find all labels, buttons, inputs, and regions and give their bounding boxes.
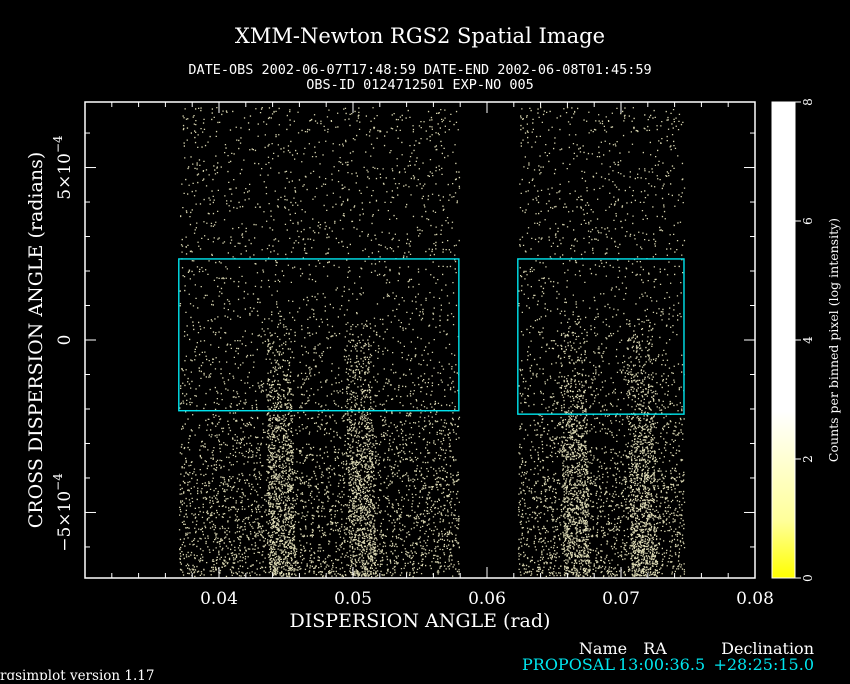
- version-footer: rgsimplot version 1.17: [0, 668, 154, 680]
- x-axis-label: DISPERSION ANGLE (rad): [290, 610, 551, 632]
- event-point-cloud: [178, 107, 686, 578]
- y-axis-ticks: 5×10−4 0 −5×10−4: [51, 132, 755, 552]
- source-header-declination: Declination: [721, 639, 814, 658]
- x-tick-label: 0.08: [736, 589, 774, 609]
- x-tick-label: 0.04: [200, 589, 238, 609]
- selection-region-1: [178, 258, 460, 412]
- colorbar-tick-label: 4: [801, 336, 815, 344]
- plot-area: 0.04 0.05 0.06 0.07 0.08 5×10−4 0 −5×10−4: [51, 101, 774, 609]
- source-ra: 13:00:36.5: [618, 655, 705, 674]
- y-tick-label: 0: [55, 335, 75, 346]
- source-header-name: Name: [579, 639, 627, 658]
- source-name: PROPOSAL: [522, 655, 615, 674]
- colorbar-ticks: 0 2 4 6 8: [795, 98, 815, 582]
- colorbar-tick-label: 0: [801, 574, 815, 582]
- plot-frame: [84, 101, 756, 579]
- selection-region-2: [517, 258, 685, 415]
- colorbar-label: Counts per binned pixel (log intensity): [826, 218, 841, 462]
- chart-title: XMM-Newton RGS2 Spatial Image: [235, 24, 605, 48]
- x-tick-label: 0.06: [468, 589, 506, 609]
- y-tick-label: −5×10−4: [51, 473, 75, 552]
- event-points: [178, 107, 686, 578]
- colorbar: 0 2 4 6 8 Counts per binned pixel (log inten…: [771, 98, 841, 582]
- y-tick-label: 5×10−4: [51, 135, 75, 200]
- source-table: Name RA Declination PROPOSAL 13:00:36.5 …: [522, 639, 814, 674]
- chart-subtitle-obsid: OBS-ID 0124712501 EXP-NO 005: [306, 77, 534, 93]
- selection-regions: [178, 258, 685, 415]
- x-tick-label: 0.05: [334, 589, 372, 609]
- source-header-ra: RA: [643, 639, 667, 658]
- colorbar-scale: [771, 101, 796, 579]
- y-axis-label: CROSS DISPERSION ANGLE (radians): [25, 152, 47, 528]
- chart-subtitle-dates: DATE-OBS 2002-06-07T17:48:59 DATE-END 20…: [188, 62, 651, 78]
- source-declination: +28:25:15.0: [713, 655, 814, 674]
- x-axis-ticks: 0.04 0.05 0.06 0.07 0.08: [84, 102, 774, 609]
- colorbar-tick-label: 2: [801, 455, 815, 463]
- colorbar-tick-label: 8: [801, 98, 815, 106]
- colorbar-tick-label: 6: [801, 217, 815, 225]
- x-tick-label: 0.07: [602, 589, 640, 609]
